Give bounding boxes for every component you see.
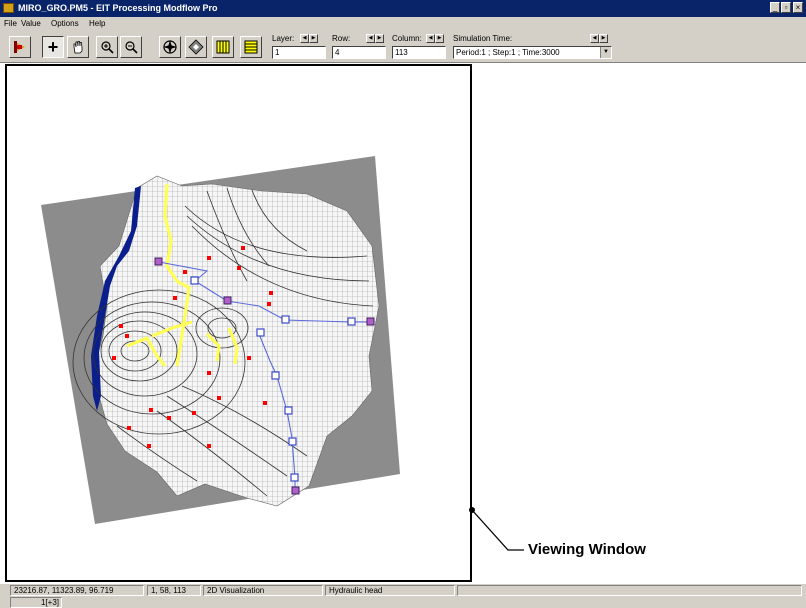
layer-spinner[interactable]: ◀ ▶ (300, 34, 318, 43)
status-variable: Hydraulic head (325, 585, 455, 596)
pan-hand-icon[interactable] (67, 36, 89, 58)
column-grid-icon[interactable] (212, 36, 234, 58)
simulation-time-select[interactable]: Period:1 ; Step:1 ; Time:3000 ▼ (453, 46, 612, 59)
row-spinner[interactable]: ◀ ▶ (366, 34, 384, 43)
layer-field[interactable]: 1 (272, 46, 326, 59)
maximize-button[interactable]: ▫ (781, 2, 791, 13)
status-scale: 1[+3] (10, 597, 62, 608)
status-coordinates: 23216.87, 11323.89, 96.719 (10, 585, 144, 596)
status-mode: 2D Visualization (203, 585, 323, 596)
pathline-markers (190, 276, 356, 482)
river (126, 183, 239, 367)
menu-value[interactable]: Value (21, 19, 41, 28)
menu-bar: File Value Options Help (0, 17, 806, 31)
compass-icon[interactable] (159, 36, 181, 58)
menu-options[interactable]: Options (51, 19, 79, 28)
simulation-time-label: Simulation Time: (453, 34, 513, 43)
layer-label: Layer: (272, 34, 295, 43)
contour-lines (72, 187, 374, 497)
column-spinner[interactable]: ◀ ▶ (426, 34, 444, 43)
row-grid-icon[interactable] (240, 36, 262, 58)
menu-file[interactable]: File (4, 19, 17, 28)
simulation-time-spinner[interactable]: ◀ ▶ (590, 34, 608, 43)
toolbar: + Layer: ◀ ▶ 1 Row: ◀ ▶ 4 Column: ◀ ▶ 113 S… (0, 31, 806, 63)
crosshair-icon[interactable]: + (42, 36, 64, 58)
boundary-cells (91, 186, 141, 411)
zoom-out-icon[interactable] (120, 36, 142, 58)
callout-leader (469, 507, 524, 551)
viewing-window[interactable] (5, 64, 472, 582)
title-bar: MIRO_GRO.PM5 - EIT Processing Modflow Pr… (0, 0, 806, 17)
exit-icon[interactable] (9, 36, 31, 58)
wells (112, 246, 273, 448)
row-label: Row: (332, 34, 351, 43)
status-cell: 1, 58, 113 (147, 585, 201, 596)
pathline-endpoints (154, 257, 375, 495)
row-field[interactable]: 4 (332, 46, 386, 59)
status-bar: 23216.87, 11323.89, 96.719 1, 58, 113 2D… (0, 584, 806, 608)
model-map (41, 156, 400, 524)
app-icon (3, 3, 14, 13)
status-extra (457, 585, 802, 596)
minimize-button[interactable]: _ (770, 2, 780, 13)
viewing-window-label: Viewing Window (528, 541, 646, 558)
menu-help[interactable]: Help (89, 19, 106, 28)
diamond-icon[interactable] (185, 36, 207, 58)
column-label: Column: (392, 34, 422, 43)
model-grid (94, 175, 380, 507)
column-field[interactable]: 113 (392, 46, 446, 59)
close-button[interactable]: × (793, 2, 803, 13)
window-title: MIRO_GRO.PM5 - EIT Processing Modflow Pr… (18, 3, 218, 13)
zoom-in-icon[interactable] (96, 36, 118, 58)
simulation-time-value: Period:1 ; Step:1 ; Time:3000 (456, 48, 560, 57)
dropdown-arrow-icon[interactable]: ▼ (600, 47, 611, 58)
